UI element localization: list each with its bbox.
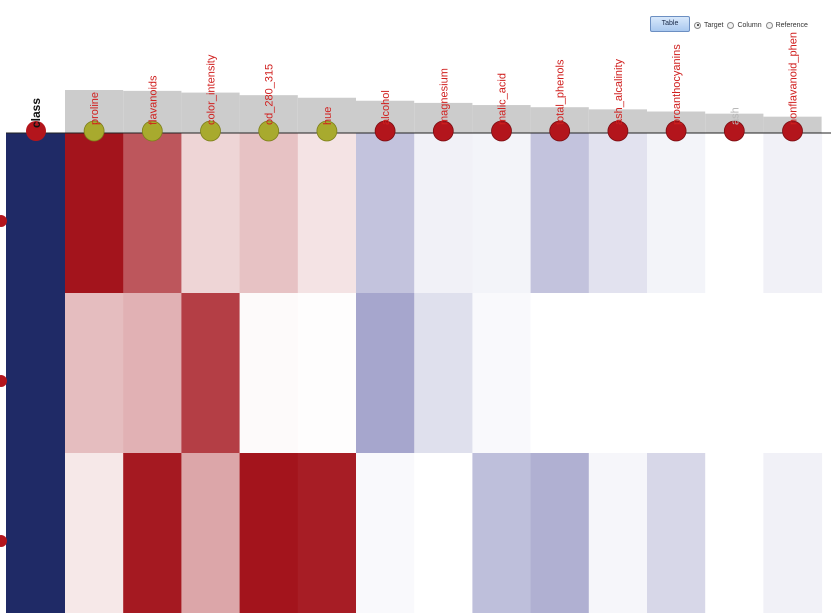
- column-marker: [723, 120, 745, 142]
- heatmap-cell: [647, 293, 706, 454]
- heatmap-cell: [356, 133, 415, 294]
- column-marker: [549, 120, 571, 142]
- radio-target-label: Target: [704, 21, 724, 29]
- heatmap-cell: [414, 293, 473, 454]
- radio-column[interactable]: Column: [727, 21, 762, 29]
- heatmap-cell: [414, 453, 473, 613]
- heatmap-cell: [588, 133, 648, 294]
- table-button[interactable]: Table: [650, 16, 690, 32]
- column-label: ash: [729, 107, 741, 125]
- heatmap-cell: [297, 293, 357, 454]
- heatmap-cell: [414, 133, 473, 294]
- column-label: color_intensity: [206, 54, 218, 125]
- heatmap-cell: [530, 293, 590, 454]
- column-label: alcohol: [380, 90, 392, 125]
- heatmap-cell: [123, 133, 182, 294]
- heatmap-cell: [530, 453, 590, 613]
- heatmap-cell: [181, 133, 241, 294]
- radio-target[interactable]: Target: [694, 21, 724, 29]
- column-marker: [491, 120, 512, 142]
- column-label: flavanoids: [147, 75, 159, 125]
- radio-reference[interactable]: Reference: [765, 21, 808, 29]
- column-marker: [665, 120, 687, 142]
- heatmap-cell: [588, 453, 648, 613]
- toolbar: Table Target Column Reference: [0, 0, 831, 40]
- column-marker: [258, 120, 280, 142]
- heatmap-cell: [356, 293, 415, 454]
- radio-reference-label: Reference: [775, 21, 808, 29]
- heatmap-cell: [356, 453, 415, 613]
- heatmap-cell: [763, 133, 823, 294]
- heatmap-cell: [705, 133, 764, 294]
- column-label: magnesium: [438, 68, 450, 125]
- column-marker: [607, 120, 629, 142]
- column-marker: [432, 120, 454, 142]
- view-option-group: Target Column Reference: [694, 19, 808, 31]
- radio-column-dot[interactable]: [727, 21, 735, 29]
- heatmap-cell: [588, 293, 648, 454]
- column-label: total_phenols: [555, 59, 567, 125]
- heatmap-cell: [181, 293, 241, 454]
- column-label: ash_alcalinity: [613, 58, 625, 125]
- heatmap-cell: [123, 453, 182, 613]
- column-label: od_280_315: [264, 64, 276, 125]
- column-label: nonflavanoid_phen: [788, 32, 800, 125]
- column-label: proline: [89, 92, 101, 125]
- column-marker: [200, 120, 221, 142]
- class-column: [6, 133, 65, 613]
- column-label: malic_acid: [497, 73, 509, 125]
- column-marker: [83, 120, 105, 142]
- heatmap-cell: [65, 133, 124, 294]
- heatmap-cell: [297, 133, 357, 294]
- radio-reference-dot[interactable]: [765, 21, 773, 29]
- row-marker: [0, 215, 7, 227]
- heatmap-cell: [530, 133, 590, 294]
- heatmap-cell: [239, 293, 299, 454]
- heatmap-cell: [239, 133, 299, 294]
- heatmap-cell: [763, 293, 823, 454]
- column-marker: [316, 120, 338, 142]
- heatmap-cell: [65, 293, 124, 454]
- heatmap-cell: [123, 293, 182, 454]
- column-label: hue: [322, 107, 334, 125]
- column-marker: [141, 120, 163, 142]
- radio-target-dot[interactable]: [694, 21, 701, 29]
- heatmap-cell: [297, 453, 357, 613]
- column-marker: [374, 120, 396, 142]
- heatmap-cell: [181, 453, 241, 613]
- heatmap-cell: [472, 293, 532, 454]
- heatmap-cell: [647, 453, 706, 613]
- heatmap-cell: [65, 453, 124, 613]
- heatmap-cell: [647, 133, 706, 294]
- row-marker: [0, 375, 7, 387]
- class-header-label: class: [29, 98, 43, 128]
- heatmap-cell: [705, 453, 764, 613]
- heatmap-cell: [472, 133, 532, 294]
- radio-column-label: Column: [737, 21, 762, 29]
- column-label: proanthocyanins: [671, 44, 683, 125]
- heatmap-cell: [705, 293, 764, 454]
- heatmap-cell: [763, 453, 823, 613]
- heatmap-cell: [472, 453, 532, 613]
- heatmap-cell: [239, 453, 299, 613]
- column-marker: [782, 120, 803, 142]
- row-marker: [0, 535, 7, 547]
- class-marker: [26, 121, 46, 141]
